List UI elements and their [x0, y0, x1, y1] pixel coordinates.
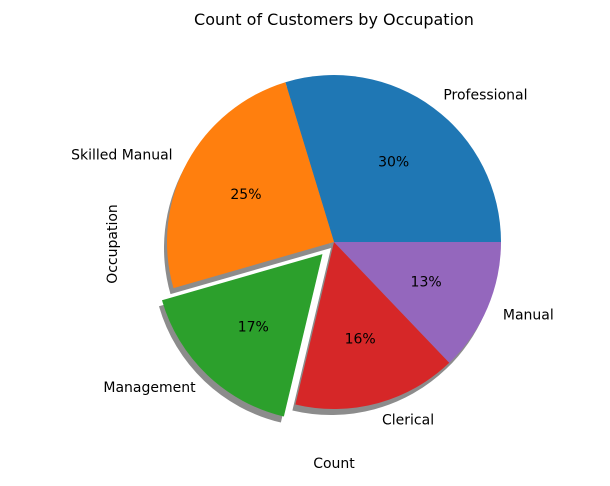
slice-label-professional: Professional	[443, 87, 527, 103]
slice-percent-skilled-manual: 25%	[230, 187, 261, 203]
y-axis-label: Occupation	[105, 204, 121, 284]
slice-label-manual: Manual	[503, 307, 554, 323]
pie-slice-management	[161, 254, 323, 417]
chart-title: Count of Customers by Occupation	[194, 10, 474, 29]
slice-label-clerical: Clerical	[382, 412, 434, 428]
slice-percent-labels: 30% 25% 17% 16% 13%	[230, 154, 441, 347]
pie-slice-clerical	[295, 242, 450, 410]
slice-percent-management: 17%	[238, 320, 269, 336]
slice-label-management: Management	[103, 380, 196, 396]
x-axis-label: Count	[313, 456, 355, 472]
slice-percent-clerical: 16%	[345, 332, 376, 348]
slice-label-skilled-manual: Skilled Manual	[71, 147, 173, 163]
slice-labels: Professional Skilled Manual Management Cler…	[71, 87, 554, 428]
pie-slice-manual	[334, 242, 501, 363]
slice-percent-professional: 30%	[378, 154, 409, 170]
pie-slice-professional	[285, 75, 501, 243]
slice-percent-manual: 13%	[411, 274, 442, 290]
pie-slice-skilled-manual	[167, 82, 334, 289]
pie-slices	[161, 75, 501, 417]
